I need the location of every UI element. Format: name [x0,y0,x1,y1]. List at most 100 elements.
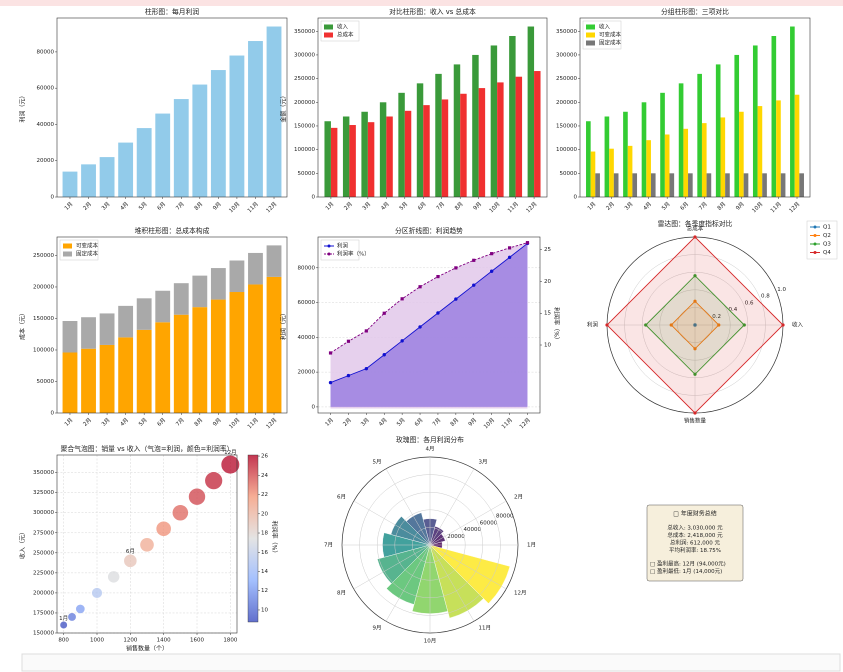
bar [379,102,387,197]
y-tick-label: 100000 [556,147,577,153]
bar [595,173,600,197]
colorbar-tick-label: 20 [261,511,268,517]
summary-line: 平均利润率: 18.75% [669,546,721,554]
bar-segment [62,352,78,413]
angle-label: 销售数量 [684,417,707,425]
x-tick-label: 10月 [488,201,502,215]
y-tick-label: 300000 [33,510,54,516]
bar [266,26,282,198]
y-tick-label: 200000 [33,284,54,290]
bar [660,92,665,197]
bar [136,128,152,197]
bar-segment [266,276,282,413]
bar [416,83,424,197]
x-tick-label: 11月 [246,417,260,431]
bar-segment [81,348,96,413]
marker [418,325,422,329]
legend-marker [327,252,331,256]
bar [99,157,115,197]
marker [693,299,697,303]
x-tick-label: 1月 [63,201,74,212]
bar-segment [210,299,226,413]
x-tick-label: 6月 [679,201,690,212]
marker [436,274,440,279]
angle-label: 4月 [426,446,435,453]
bubble [60,621,68,629]
x-tick-label: 1400 [157,638,171,644]
bar [715,64,721,197]
legend-label: Q1 [823,225,831,231]
colorbar-tick-label: 16 [261,550,268,556]
legend-swatch [324,24,333,30]
axes-bg [318,18,547,197]
spoke [353,500,431,546]
summary-line: 总收入: 3,030,000 元 [667,524,723,532]
y-axis-label: 金额（元） [280,92,288,122]
angle-label: 7月 [324,542,333,549]
bar-segment [136,329,152,413]
x-tick-label: 9月 [212,417,223,428]
y-tick-label: 100000 [33,347,54,353]
marker [507,255,512,260]
y-tick-label: 0 [51,195,55,201]
x-tick-label: 12月 [525,201,539,215]
bar [361,111,368,197]
y-tick-label: 0 [312,195,316,201]
spoke [429,544,475,622]
legend-label: 固定成本 [599,39,622,47]
x-tick-label: 11月 [500,417,514,431]
colorbar-tick-label: 14 [261,569,268,575]
x-tick-label: 4月 [119,417,130,428]
y-tick-label: 350000 [33,470,54,476]
y-tick-label: 50000 [37,379,55,385]
spoke [385,544,431,622]
bubble [107,571,120,583]
y-tick-label: 200000 [294,100,315,106]
bar-segment [99,313,115,345]
summary-note: □ 盈利最低: 1月 (14,000元) [650,567,722,575]
point-label: 1月 [59,615,68,622]
x-axis-label: 销售数量（个） [126,645,168,653]
angle-label: 利润 [587,321,599,329]
y-tick-label: 275000 [33,530,54,536]
x-tick-label: 1600 [190,638,204,644]
y-tick-label: 40000 [298,335,316,341]
chart-title: 聚合气泡图：销量 vs 收入（气泡=利润，颜色=利润率） [61,444,234,453]
y-tick-label: 300000 [556,52,577,58]
marker [693,347,697,351]
marker [742,323,746,327]
legend-marker [813,234,817,237]
bubble [188,488,206,505]
marker [418,285,422,289]
legend-marker [813,251,817,254]
bar [646,140,651,197]
point-label: 6月 [126,548,135,555]
radial-tick-label: 0.8 [761,294,770,300]
y-tick-label: 150000 [33,316,54,322]
x-tick-label: 4月 [379,201,390,212]
marker [507,246,512,250]
radial-tick-label: 0.6 [745,300,754,306]
x-tick-label: 8月 [193,417,204,428]
summary-box [646,504,744,582]
bar-segment [229,292,245,413]
bar [342,116,350,197]
colorbar-tick-label: 18 [261,531,268,537]
marker [454,297,458,301]
bubble [205,472,223,490]
bar [609,148,614,197]
y-tick-label: 0 [312,404,316,410]
chart-title: 雷达图：各季度指标对比 [658,219,733,228]
marker [489,269,494,273]
y-tick-label: 200000 [556,100,577,106]
bar [509,35,516,198]
x-tick-label: 2月 [82,201,93,212]
bar-segment [173,314,189,413]
angle-label: 5月 [373,458,382,465]
bar [497,82,504,197]
chart-title: 分组柱形图：三项对比 [661,7,729,16]
x-tick-label: 1月 [324,417,335,428]
y-tick-label: 150000 [33,631,54,637]
x-tick-label: 8月 [449,417,460,428]
